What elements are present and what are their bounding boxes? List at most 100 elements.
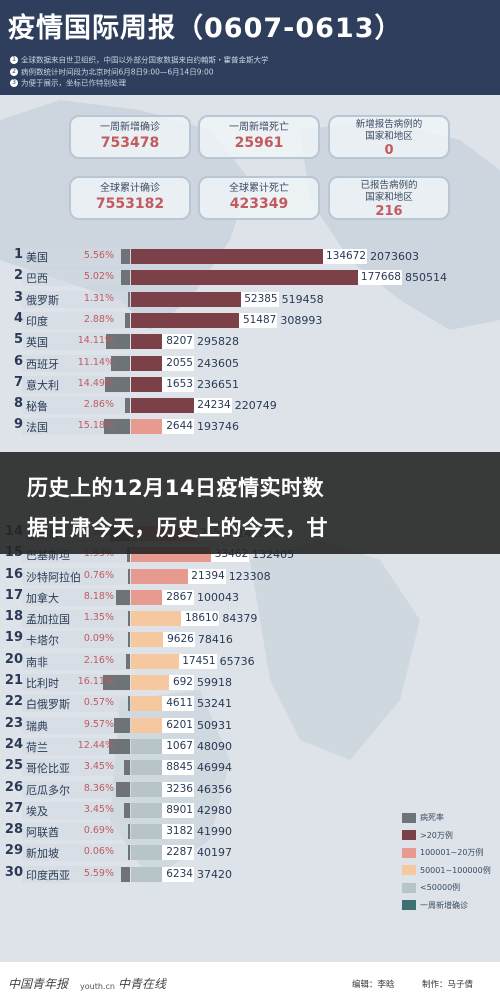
chart-legend: 病死率 >20万例 100001~20万例 50001~100000例 <50000例一… (402, 812, 500, 917)
cumulative-value: 59918 (197, 676, 232, 689)
stat-label: 全球累计确诊 (100, 183, 160, 194)
fatality-rate-label: 0.76% (83, 569, 114, 581)
rank-number: 29 (4, 843, 23, 859)
legend-swatch (402, 900, 416, 910)
cumulative-value: 37420 (197, 867, 232, 881)
note-item: 1 全球数据来自世卫组织，中国以外部分国家数据来自约翰斯・霍普金斯大学 (10, 54, 410, 66)
fatality-rate-label: 5.02% (83, 271, 114, 283)
weekly-new-cases-box: 一周新增确诊 753478 (69, 115, 191, 159)
header-notes: 1 全球数据来自世卫组织，中国以外部分国家数据来自约翰斯・霍普金斯大学 2 病例数统… (10, 54, 410, 89)
fatality-rate-bar (128, 632, 130, 648)
legend-label: 病死率 (420, 813, 444, 822)
rank-number: 21 (4, 673, 23, 688)
cumulative-value: 41990 (197, 825, 232, 839)
fatality-rate-bar (108, 738, 130, 754)
row-background (22, 801, 130, 819)
row-background (22, 631, 130, 649)
legend-swatch (402, 812, 416, 823)
page-title: 疫情国际周报（0607-0613） (8, 13, 403, 44)
stat-value: 7553182 (95, 196, 165, 212)
table-row: 21 比利时 16.11% 692 59918 (0, 672, 500, 693)
table-row: 4 印度 2.88% 51487 308993 (0, 310, 500, 331)
stat-label: 已报告病例的 国家和地区 (330, 180, 448, 204)
weekly-new-value: 6234 (162, 866, 194, 882)
header: 疫情国际周报（0607-0613） 1 全球数据来自世卫组织，中国以外部分国家数据… (0, 0, 500, 95)
weekly-new-value: 21394 (187, 568, 226, 584)
cumulative-bar (131, 270, 401, 286)
table-row: 17 加拿大 8.18% 2867 100043 (0, 587, 500, 608)
row-background (22, 759, 130, 777)
country-name: 巴西 (26, 272, 48, 286)
cumulative-value: 65736 (219, 654, 255, 668)
legend-item: 50001~100000例 (402, 865, 500, 883)
rank-number: 30 (4, 864, 23, 880)
fatality-rate-bar (116, 589, 130, 605)
cumulative-value: 2073603 (370, 250, 420, 263)
rank-number: 6 (13, 353, 23, 369)
weekly-new-value: 134672 (322, 249, 368, 264)
footer-producer: 制作：马子倩 (422, 980, 474, 990)
row-background (22, 610, 130, 628)
fatality-rate-bar (120, 249, 130, 264)
country-name: 秘鲁 (26, 400, 48, 414)
rank-number: 2 (13, 268, 23, 284)
fatality-rate-label: 2.88% (83, 313, 114, 325)
table-row: 9 法国 15.18% 2644 193746 (0, 416, 500, 437)
fatality-rate-label: 3.45% (83, 761, 114, 773)
fatality-rate-label: 0.06% (83, 846, 114, 858)
rank-number: 24 (4, 736, 23, 752)
cumulative-value: 519458 (281, 292, 324, 306)
rank-number: 16 (4, 566, 23, 582)
legend-swatch (402, 830, 416, 840)
footer-url: youth.cn (80, 982, 115, 991)
row-background (22, 397, 130, 415)
country-name: 南非 (26, 655, 48, 669)
country-name: 美国 (26, 251, 48, 264)
fatality-rate-label: 5.59% (83, 867, 114, 879)
rank-number: 1 (13, 247, 23, 262)
note-text: 为便于展示，坐标已作特别处理 (21, 78, 126, 88)
fatality-rate-bar (126, 653, 130, 669)
weekly-new-value: 177668 (357, 270, 402, 286)
row-background (22, 269, 130, 287)
row-background (22, 588, 130, 606)
table-row: 28 阿联酋 0.69% 3182 41990 (0, 821, 500, 842)
weekly-new-value: 2287 (162, 845, 194, 861)
rank-number: 8 (13, 396, 23, 412)
legend-item: 一周新增确诊 (402, 900, 500, 918)
stat-label: 一周新增死亡 (229, 122, 289, 133)
cumulative-value: 308993 (280, 313, 323, 327)
fatality-rate-bar (115, 781, 130, 797)
fatality-rate-label: 2.86% (83, 399, 114, 411)
table-row: 6 西班牙 11.14% 2055 243605 (0, 353, 500, 374)
note-text: 病例数统计时间段为北京时间6月8日9:00—6月14日9:00 (21, 67, 214, 76)
fatality-rate-label: 11.14% (77, 356, 114, 368)
stat-value: 25961 (234, 135, 284, 151)
rank-number: 23 (4, 715, 23, 731)
fatality-rate-bar (128, 845, 130, 861)
legend-label: 50001~100000例 (420, 865, 491, 875)
banner-line-1: 历史上的12月14日疫情实时数 (27, 476, 324, 500)
fatality-rate-label: 3.45% (83, 803, 114, 815)
row-background (22, 418, 130, 436)
fatality-rate-bar (128, 824, 130, 840)
weekly-new-value: 8901 (162, 802, 194, 818)
legend-item: <50000例 (402, 882, 500, 900)
weekly-new-value: 3182 (162, 824, 194, 840)
fatality-rate-label: 0.09% (83, 633, 114, 645)
stat-value: 0 (384, 143, 394, 158)
banner-line-2: 据甘肃今天，历史上的今天，甘 (27, 516, 328, 540)
legend-item: 100001~20万例 (402, 847, 500, 865)
rank-number: 18 (4, 609, 23, 625)
stat-label: 新增报告病例的 国家和地区 (330, 119, 448, 143)
cumulative-value: 46994 (197, 761, 232, 775)
fatality-rate-bar (128, 696, 130, 712)
row-background (22, 823, 130, 841)
fatality-rate-bar (128, 568, 130, 584)
rank-number: 27 (4, 800, 23, 816)
country-name: 沙特阿拉伯 (26, 570, 81, 584)
cumulative-value: 53241 (197, 697, 232, 711)
stat-value: 216 (375, 204, 403, 219)
country-name: 新加坡 (26, 847, 59, 861)
row-background (22, 311, 130, 329)
